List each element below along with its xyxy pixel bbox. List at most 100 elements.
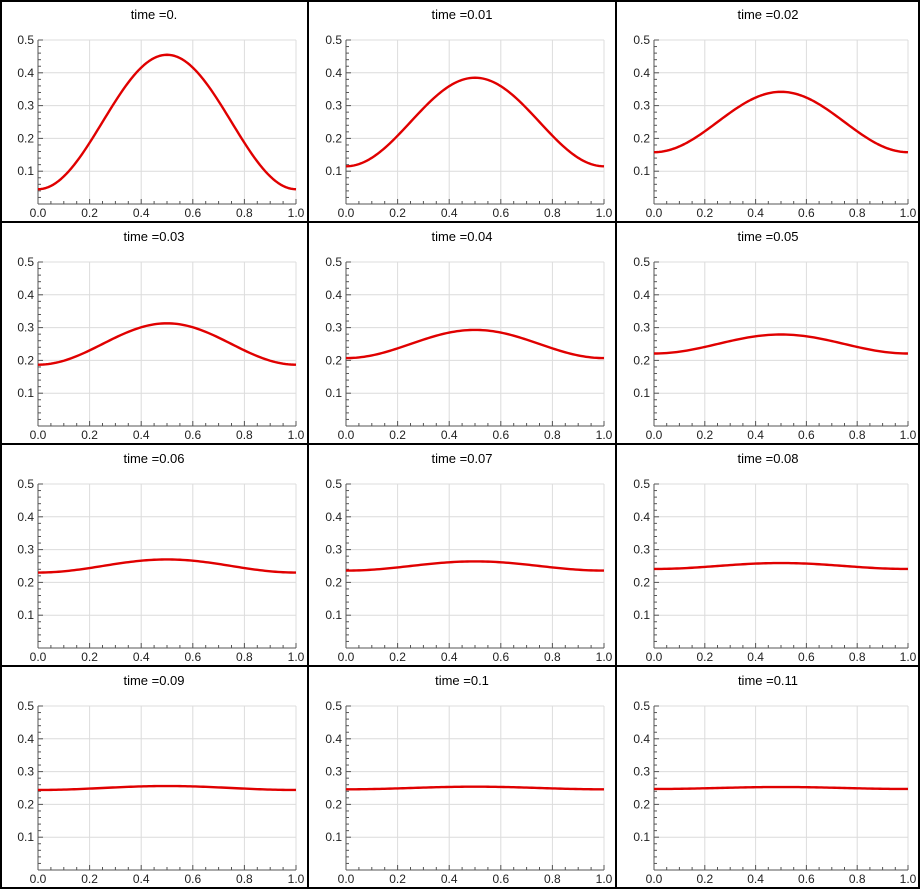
y-tick-label: 0.2: [633, 797, 650, 811]
x-tick-label: 0.4: [747, 872, 764, 886]
x-tick-label: 0.2: [389, 872, 406, 886]
panel-5: 0.0 0.2 0.4 0.6 0.8 1.0 0.1 0.2 0.3 0.4 0.5 time =0…: [633, 229, 916, 442]
y-tick-label: 0.5: [325, 477, 342, 491]
x-tick-label: 1.0: [288, 428, 305, 442]
y-tick-label: 0.2: [633, 575, 650, 589]
x-tick-label: 1.0: [288, 872, 305, 886]
series-line: [654, 785, 908, 791]
x-tick-label: 0.6: [184, 206, 201, 220]
x-tick-label: 0.8: [236, 650, 253, 664]
panel-9: 0.0 0.2 0.4 0.6 0.8 1.0 0.1 0.2 0.3 0.4 0.5 time =0…: [17, 673, 304, 886]
x-tick-label: 0.4: [747, 650, 764, 664]
x-tick-label: 1.0: [596, 428, 613, 442]
x-tick-label: 0.2: [696, 206, 713, 220]
y-tick-label: 0.2: [17, 575, 34, 589]
x-tick-label: 0.2: [696, 872, 713, 886]
x-tick-label: 0.8: [236, 872, 253, 886]
panel-title: time =0.03: [123, 229, 184, 244]
y-tick-label: 0.5: [325, 255, 342, 269]
y-tick-label: 0.2: [17, 353, 34, 367]
x-tick-label: 0.4: [441, 206, 458, 220]
y-tick-label: 0.4: [633, 288, 650, 302]
x-tick-label: 0.6: [184, 650, 201, 664]
series-line: [653, 90, 909, 154]
y-tick-label: 0.3: [325, 543, 342, 557]
x-tick-label: 0.2: [389, 650, 406, 664]
x-tick-label: 0.0: [646, 650, 663, 664]
y-tick-label: 0.1: [325, 164, 342, 178]
x-tick-label: 0.0: [338, 428, 355, 442]
panel-8: 0.0 0.2 0.4 0.6 0.8 1.0 0.1 0.2 0.3 0.4 0.5 time =0…: [633, 451, 916, 664]
y-tick-label: 0.4: [633, 732, 650, 746]
x-tick-label: 0.0: [338, 650, 355, 664]
y-tick-label: 0.3: [633, 321, 650, 335]
x-tick-label: 0.4: [441, 872, 458, 886]
x-tick-label: 1.0: [596, 872, 613, 886]
y-tick-label: 0.2: [17, 131, 34, 145]
y-tick-label: 0.5: [17, 477, 34, 491]
x-tick-label: 0.8: [849, 206, 866, 220]
y-tick-label: 0.4: [17, 732, 34, 746]
y-tick-label: 0.2: [633, 131, 650, 145]
y-tick-label: 0.3: [633, 99, 650, 113]
x-tick-label: 0.0: [646, 206, 663, 220]
y-tick-label: 0.4: [17, 510, 34, 524]
y-tick-label: 0.1: [325, 386, 342, 400]
y-tick-label: 0.3: [633, 765, 650, 779]
y-tick-label: 0.1: [633, 608, 650, 622]
series-line: [346, 785, 604, 791]
y-tick-label: 0.1: [633, 830, 650, 844]
y-tick-label: 0.1: [633, 386, 650, 400]
series-line: [345, 328, 605, 360]
y-tick-label: 0.3: [325, 321, 342, 335]
y-tick-label: 0.1: [17, 386, 34, 400]
x-tick-label: 0.8: [544, 206, 561, 220]
x-tick-label: 0.2: [81, 650, 98, 664]
x-tick-label: 0.6: [492, 872, 509, 886]
x-tick-label: 0.4: [441, 650, 458, 664]
y-tick-label: 0.3: [325, 765, 342, 779]
x-tick-label: 0.6: [492, 650, 509, 664]
y-tick-label: 0.2: [325, 797, 342, 811]
series-line: [37, 558, 297, 574]
y-tick-label: 0.2: [17, 797, 34, 811]
y-tick-label: 0.3: [17, 543, 34, 557]
panel-2: 0.0 0.2 0.4 0.6 0.8 1.0 0.1 0.2 0.3 0.4 0.5 time =0…: [633, 7, 916, 220]
series-line: [37, 784, 297, 792]
panel-6: 0.0 0.2 0.4 0.6 0.8 1.0 0.1 0.2 0.3 0.4 0.5 time =0…: [17, 451, 304, 664]
y-tick-label: 0.4: [17, 66, 34, 80]
x-tick-label: 0.8: [236, 428, 253, 442]
panel-title: time =0.1: [435, 673, 489, 688]
panel-1: 0.0 0.2 0.4 0.6 0.8 1.0 0.1 0.2 0.3 0.4 0.5 time =0…: [325, 7, 612, 220]
y-tick-label: 0.5: [633, 33, 650, 47]
panel-title: time =0.02: [737, 7, 798, 22]
x-tick-label: 0.8: [544, 872, 561, 886]
series-line: [654, 561, 908, 571]
x-tick-label: 0.4: [133, 650, 150, 664]
y-tick-label: 0.3: [17, 321, 34, 335]
panel-7: 0.0 0.2 0.4 0.6 0.8 1.0 0.1 0.2 0.3 0.4 0.5 time =0…: [325, 451, 612, 664]
x-tick-label: 0.6: [798, 872, 815, 886]
y-tick-label: 0.4: [325, 66, 342, 80]
x-tick-label: 0.0: [30, 872, 47, 886]
y-tick-label: 0.4: [325, 288, 342, 302]
y-tick-label: 0.5: [325, 699, 342, 713]
x-tick-label: 0.0: [646, 872, 663, 886]
y-tick-label: 0.3: [17, 99, 34, 113]
series-line: [37, 53, 297, 191]
y-tick-label: 0.1: [17, 164, 34, 178]
x-tick-label: 1.0: [288, 206, 305, 220]
panel-title: time =0.: [131, 7, 178, 22]
y-tick-label: 0.3: [633, 543, 650, 557]
panel-10: 0.0 0.2 0.4 0.6 0.8 1.0 0.1 0.2 0.3 0.4 0.5 time =0…: [325, 673, 612, 886]
x-tick-label: 0.4: [441, 428, 458, 442]
y-tick-label: 0.5: [17, 699, 34, 713]
x-tick-label: 1.0: [900, 650, 917, 664]
panel-3: 0.0 0.2 0.4 0.6 0.8 1.0 0.1 0.2 0.3 0.4 0.5 time =0…: [17, 229, 304, 442]
y-tick-label: 0.1: [633, 164, 650, 178]
panel-title: time =0.01: [431, 7, 492, 22]
x-tick-label: 0.8: [544, 650, 561, 664]
x-tick-label: 0.6: [492, 206, 509, 220]
x-tick-label: 1.0: [900, 428, 917, 442]
